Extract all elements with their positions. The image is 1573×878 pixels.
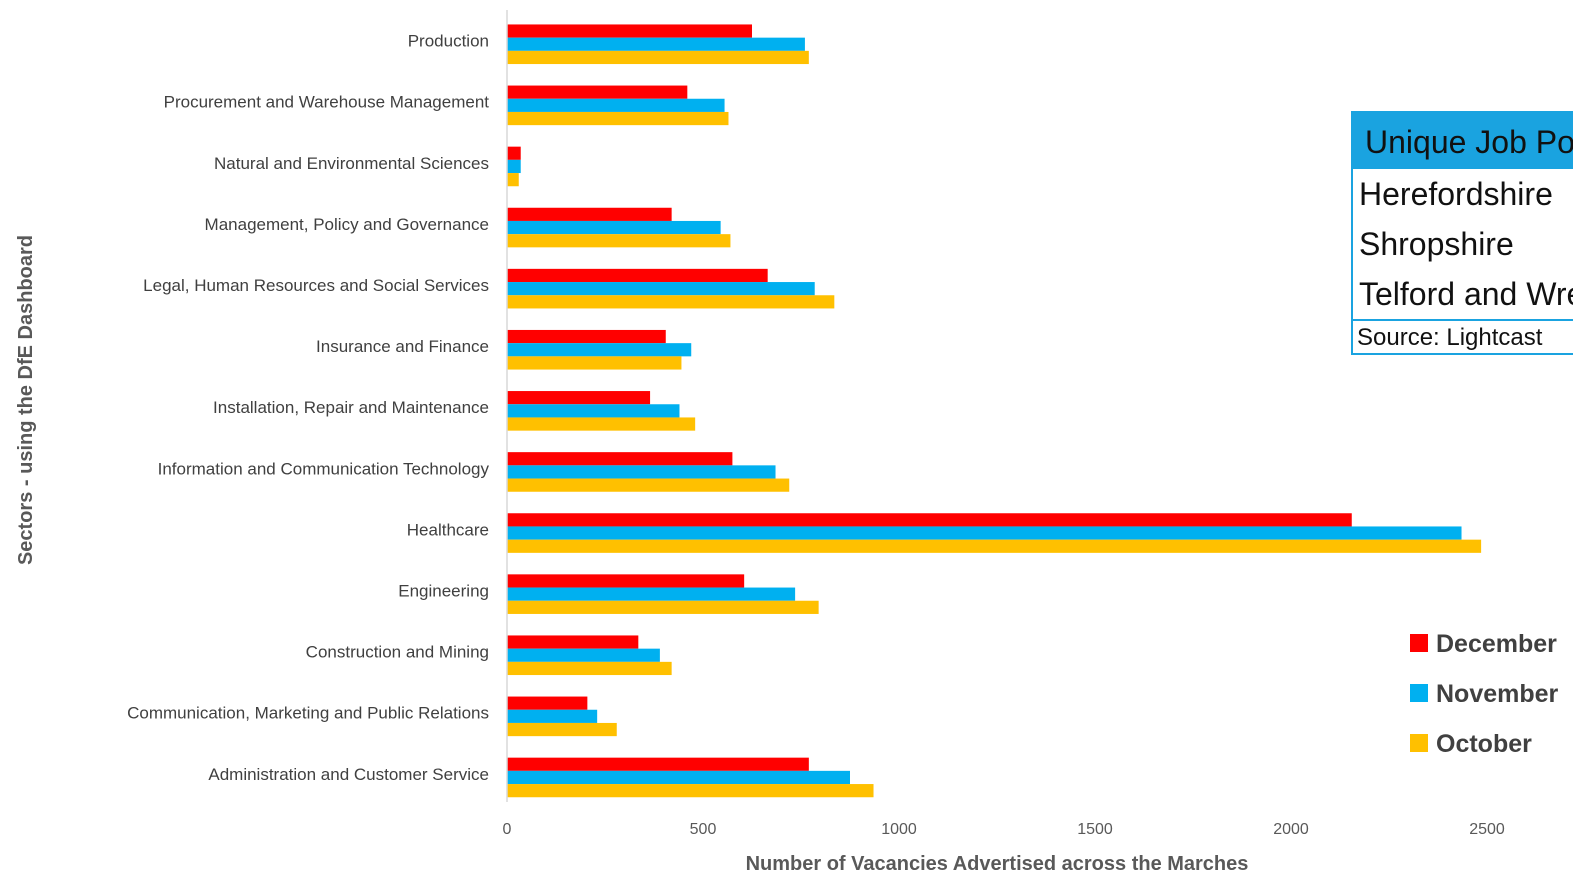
bar-october-procurement-and-warehouse-management: [507, 111, 729, 126]
bar-october-natural-and-environmental-sciences: [507, 173, 519, 187]
category-label-natural-and-environmental-sciences: Natural and Environmental Sciences: [214, 154, 489, 173]
bar-december-installation-repair-and-maintenance: [507, 391, 651, 405]
category-label-administration-and-customer-service: Administration and Customer Service: [208, 765, 489, 784]
bar-october-legal-human-resources-and-social-services: [507, 295, 835, 309]
x-tick-label-1500: 1500: [1077, 821, 1113, 838]
bar-october-information-and-communication-technology: [507, 478, 790, 492]
bar-october-installation-repair-and-maintenance: [507, 417, 696, 431]
bar-december-management-policy-and-governance: [507, 207, 672, 221]
bar-december-insurance-and-finance: [507, 329, 666, 344]
bar-november-natural-and-environmental-sciences: [507, 159, 521, 174]
bar-december-procurement-and-warehouse-management: [507, 85, 688, 99]
bar-november-legal-human-resources-and-social-services: [507, 282, 815, 296]
bar-december-production: [507, 24, 752, 38]
category-label-information-and-communication-technology: Information and Communication Technology: [158, 459, 490, 478]
bar-november-management-policy-and-governance: [507, 220, 721, 235]
x-tick-label-1000: 1000: [881, 821, 917, 838]
bar-november-production: [507, 37, 805, 51]
category-label-construction-and-mining: Construction and Mining: [306, 643, 489, 662]
category-label-legal-human-resources-and-social-services: Legal, Human Resources and Social Servic…: [143, 276, 489, 295]
bar-november-construction-and-mining: [507, 648, 660, 662]
bar-december-information-and-communication-technology: [507, 452, 733, 466]
y-axis-title: Sectors - using the DfE Dashboard: [15, 235, 37, 565]
category-label-engineering: Engineering: [398, 581, 489, 600]
legend-label-november: November: [1436, 680, 1559, 708]
info-box: Unique Job Postings Herefordshire Shrops…: [1351, 111, 1573, 355]
info-box-row-herefordshire: Herefordshire: [1359, 176, 1553, 212]
category-label-installation-repair-and-maintenance: Installation, Repair and Maintenance: [213, 398, 489, 417]
x-axis-title: Number of Vacancies Advertised across th…: [746, 853, 1249, 875]
bar-december-administration-and-customer-service: [507, 757, 809, 771]
bar-november-healthcare: [507, 526, 1462, 540]
category-label-communication-marketing-and-public-relations: Communication, Marketing and Public Rela…: [127, 704, 489, 723]
bar-october-construction-and-mining: [507, 661, 672, 676]
bar-october-communication-marketing-and-public-relations: [507, 722, 617, 737]
info-box-source: Source: Lightcast: [1353, 319, 1573, 353]
category-label-management-policy-and-governance: Management, Policy and Governance: [205, 215, 489, 234]
info-box-row-shropshire: Shropshire: [1359, 226, 1514, 262]
category-label-procurement-and-warehouse-management: Procurement and Warehouse Management: [164, 93, 490, 112]
bar-october-engineering: [507, 600, 819, 614]
bar-november-administration-and-customer-service: [507, 770, 850, 785]
bar-october-management-policy-and-governance: [507, 234, 731, 248]
bars-group: [507, 24, 1482, 798]
bar-december-healthcare: [507, 513, 1352, 527]
bar-october-production: [507, 50, 809, 65]
legend-swatch-november: [1410, 684, 1428, 702]
bar-november-communication-marketing-and-public-relations: [507, 709, 598, 723]
legend-swatch-december: [1410, 634, 1428, 652]
bar-october-administration-and-customer-service: [507, 784, 874, 798]
legend: December November October: [1410, 630, 1559, 758]
x-tick-labels: 0 500 1000 1500 2000 2500: [503, 821, 1505, 838]
info-box-title: Unique Job Postings: [1353, 113, 1573, 169]
category-label-healthcare: Healthcare: [407, 520, 489, 539]
bar-november-procurement-and-warehouse-management: [507, 98, 725, 112]
bar-october-healthcare: [507, 539, 1482, 553]
bar-december-engineering: [507, 574, 745, 588]
legend-swatch-october: [1410, 734, 1428, 752]
x-tick-label-500: 500: [690, 821, 717, 838]
bar-december-legal-human-resources-and-social-services: [507, 268, 768, 283]
legend-label-october: October: [1436, 730, 1532, 758]
category-label-production: Production: [408, 32, 489, 51]
bar-november-insurance-and-finance: [507, 343, 692, 357]
bar-november-engineering: [507, 587, 796, 601]
category-labels: Production Procurement and Warehouse Mana…: [127, 32, 489, 784]
bar-october-insurance-and-finance: [507, 356, 682, 370]
legend-label-december: December: [1436, 630, 1557, 658]
bar-december-natural-and-environmental-sciences: [507, 146, 521, 160]
x-tick-label-2500: 2500: [1469, 821, 1505, 838]
bar-december-construction-and-mining: [507, 635, 639, 649]
x-tick-label-2000: 2000: [1273, 821, 1309, 838]
info-box-row-telford: Telford and Wrekin: [1359, 276, 1573, 312]
bar-november-installation-repair-and-maintenance: [507, 404, 680, 418]
bar-november-information-and-communication-technology: [507, 465, 776, 479]
category-label-insurance-and-finance: Insurance and Finance: [316, 337, 489, 356]
x-tick-label-0: 0: [503, 821, 512, 838]
bar-december-communication-marketing-and-public-relations: [507, 696, 588, 710]
